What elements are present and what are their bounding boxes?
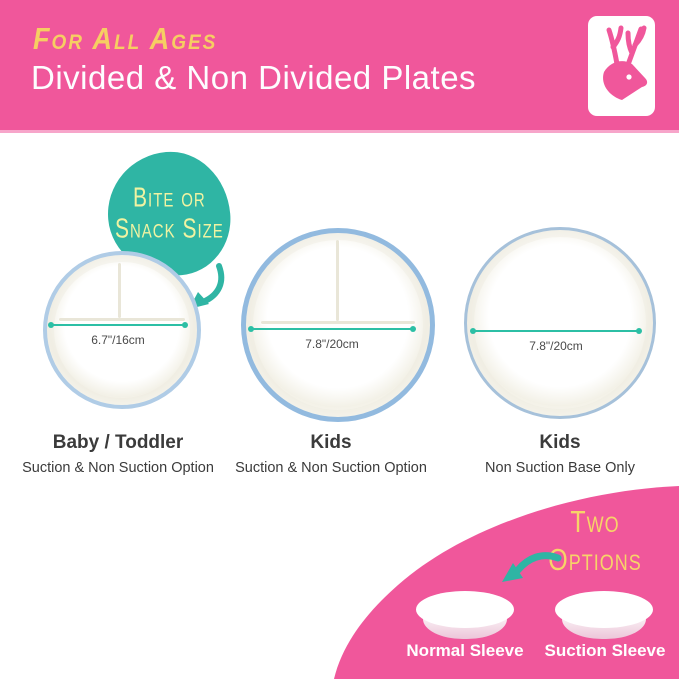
page-title: Divided & Non Divided Plates: [31, 59, 477, 96]
plate-divider: [117, 262, 121, 318]
plate-option: Suction & Non Suction Option: [22, 460, 214, 476]
sleeve-top: [416, 591, 514, 628]
plate-size-label: 6.7"/16cm: [91, 333, 145, 347]
brand-logo: [588, 16, 655, 116]
two-options-label: Two Options: [548, 505, 642, 577]
sleeve-top: [555, 591, 653, 628]
measure-line: [248, 326, 416, 332]
plate-divider: [336, 240, 340, 322]
plate-option: Suction & Non Suction Option: [235, 460, 427, 476]
plate-caption: Kids Suction & Non Suction Option: [216, 432, 446, 476]
plate-name: Kids: [539, 432, 581, 453]
plate-option: Non Suction Base Only: [485, 460, 635, 476]
plate-kids-divided: [241, 228, 435, 422]
plate-divider: [260, 321, 416, 325]
plate-baby-toddler: [43, 251, 201, 409]
plate-divider: [59, 318, 185, 321]
plate-name: Baby / Toddler: [52, 432, 184, 453]
header-tagline: For All Ages: [33, 22, 218, 56]
suction-sleeve-plate: [555, 591, 653, 639]
measure-line: [48, 322, 188, 328]
plate-caption: Baby / Toddler Suction & Non Suction Opt…: [3, 432, 233, 476]
plate-name: Kids: [310, 432, 352, 453]
sleeve-label: Suction Sleeve: [544, 641, 666, 660]
registered-trademark: ®: [645, 101, 654, 113]
curved-arrow-icon: [498, 548, 562, 591]
plate-caption: Kids Non Suction Base Only: [445, 432, 675, 476]
header-band: For All Ages Divided & Non Divided Plate…: [0, 0, 679, 133]
measure-line: [470, 328, 642, 334]
size-badge-label: Bite or Snack Size: [114, 183, 224, 244]
plate-size-label: 7.8"/20cm: [305, 337, 359, 351]
sleeve-label: Normal Sleeve: [406, 641, 524, 660]
plate-size-label: 7.8"/20cm: [529, 339, 583, 353]
normal-sleeve-plate: [416, 591, 514, 639]
plate-kids-plain: [464, 227, 656, 419]
